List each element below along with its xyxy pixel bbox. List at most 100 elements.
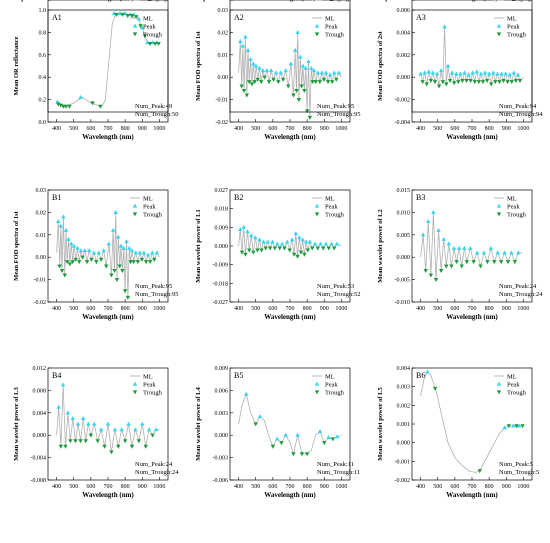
trough-marker xyxy=(299,452,305,457)
x-tick-label: 400 xyxy=(52,0,61,2)
y-tick-label: 0.004 xyxy=(33,411,47,417)
y-tick-label: 0.2 xyxy=(39,98,47,104)
y-tick-label: -0.004 xyxy=(31,456,47,462)
legend-peak-label: Peak xyxy=(325,204,338,211)
peak-marker xyxy=(486,71,492,76)
y-tick-label: 0.000 xyxy=(33,0,47,2)
peak-marker xyxy=(63,227,69,232)
panel-label: B2 xyxy=(234,193,243,202)
legend-trough-label: Trough xyxy=(507,390,527,397)
x-tick-label: 700 xyxy=(468,126,477,132)
x-tick-label: 500 xyxy=(251,0,260,2)
legend-ml-label: ML xyxy=(325,0,335,2)
peak-marker xyxy=(61,214,66,219)
trough-marker xyxy=(286,84,291,89)
x-tick-label: 400 xyxy=(52,126,61,132)
trough-marker xyxy=(57,264,62,269)
x-tick-label: 400 xyxy=(234,0,243,2)
trough-marker xyxy=(109,450,114,455)
peak-marker xyxy=(238,38,243,43)
x-axis-label: Wavelength (nm) xyxy=(264,133,316,141)
peak-marker xyxy=(92,421,97,426)
trough-marker xyxy=(321,246,326,251)
panel-b1: 400 500 600 700 800 900 1000 -0.02 -0.01 0.00 0.01… xyxy=(13,188,178,321)
trough-marker xyxy=(90,101,95,106)
trough-marker xyxy=(70,260,75,265)
peak-marker xyxy=(510,423,516,428)
peak-marker xyxy=(295,432,300,437)
x-tick-label: 800 xyxy=(485,0,494,2)
peak-marker xyxy=(297,235,302,240)
y-tick-label: 0.015 xyxy=(397,188,411,194)
peak-marker xyxy=(69,241,74,246)
trough-marker xyxy=(505,80,510,85)
legend-trough-label: Trough xyxy=(143,32,163,39)
y-tick-label: 0.02 xyxy=(36,210,47,216)
trough-marker xyxy=(150,433,155,438)
peak-marker xyxy=(481,250,487,255)
x-tick-label: 900 xyxy=(320,126,329,132)
trough-marker xyxy=(116,444,121,449)
trough-marker xyxy=(423,269,428,274)
peak-marker xyxy=(503,71,508,76)
num-peak-text: Num_Peak:94 xyxy=(499,103,537,110)
x-tick-label: 400 xyxy=(52,484,61,490)
panel-a3: 400 500 600 700 800 900 1000 -0.004 -0.002 0.000 0… xyxy=(377,8,543,141)
trough-marker xyxy=(109,273,114,278)
trough-marker xyxy=(464,78,469,83)
ml-line xyxy=(238,392,342,456)
plot-frame xyxy=(47,0,169,113)
peak-marker xyxy=(105,421,111,426)
peak-marker xyxy=(124,239,129,244)
peak-marker xyxy=(66,236,71,241)
peak-marker xyxy=(91,250,97,255)
legend-peak-swatch xyxy=(132,203,138,208)
y-tick-label: 0.000 xyxy=(397,75,411,81)
x-tick-label: 400 xyxy=(234,306,243,312)
trough-marker xyxy=(433,278,439,282)
x-tick-label: 900 xyxy=(138,126,147,132)
y-tick-label: -0.005 xyxy=(395,278,411,284)
trough-marker xyxy=(489,82,494,87)
y-tick-label: 0.000 xyxy=(397,441,411,447)
peak-marker xyxy=(257,414,263,419)
peak-marker xyxy=(293,231,299,236)
peak-marker xyxy=(75,421,81,426)
trough-marker xyxy=(460,78,465,83)
x-axis-label: Wavelength (nm) xyxy=(82,491,134,499)
peak-marker xyxy=(311,68,317,73)
y-tick-label: 0.003 xyxy=(33,0,47,2)
legend-trough-label: Trough xyxy=(143,212,163,219)
y-axis-label: Mean wavelet power of L5 xyxy=(377,386,384,460)
trough-marker xyxy=(142,34,148,39)
legend-peak-swatch xyxy=(314,203,320,208)
peak-marker xyxy=(418,71,423,76)
trough-marker xyxy=(287,248,292,253)
peak-marker xyxy=(441,236,446,241)
trough-marker xyxy=(477,469,482,474)
panel-b6: 400 500 600 700 800 900 1000 -0.002 -0.001 0.000 0… xyxy=(377,366,539,499)
peak-marker xyxy=(491,70,496,75)
peak-marker xyxy=(80,416,86,420)
num-trough-text: Num_Trough:94 xyxy=(499,111,543,118)
trough-marker xyxy=(147,260,153,265)
trough-marker xyxy=(315,246,320,251)
trough-marker xyxy=(131,260,136,265)
legend-trough-label: Trough xyxy=(143,390,163,397)
trough-marker xyxy=(262,75,267,80)
x-tick-label: 1000 xyxy=(517,306,529,312)
legend-trough-label: Trough xyxy=(325,212,345,219)
num-peak-text: Num_Peak:5 xyxy=(135,0,169,2)
num-peak-text: Num_Peak:49 xyxy=(135,103,172,110)
x-tick-label: 1000 xyxy=(153,306,165,312)
trough-marker xyxy=(67,262,73,267)
legend-ml-label: ML xyxy=(325,374,335,381)
peak-marker xyxy=(82,248,88,253)
x-tick-label: 900 xyxy=(502,126,511,132)
y-tick-label: -0.01 xyxy=(216,98,229,104)
x-tick-label: 1000 xyxy=(517,0,529,2)
panel-label: B4 xyxy=(52,371,61,380)
y-tick-label: 0.001 xyxy=(397,422,411,428)
x-tick-label: 600 xyxy=(268,306,277,312)
trough-marker xyxy=(498,260,504,265)
